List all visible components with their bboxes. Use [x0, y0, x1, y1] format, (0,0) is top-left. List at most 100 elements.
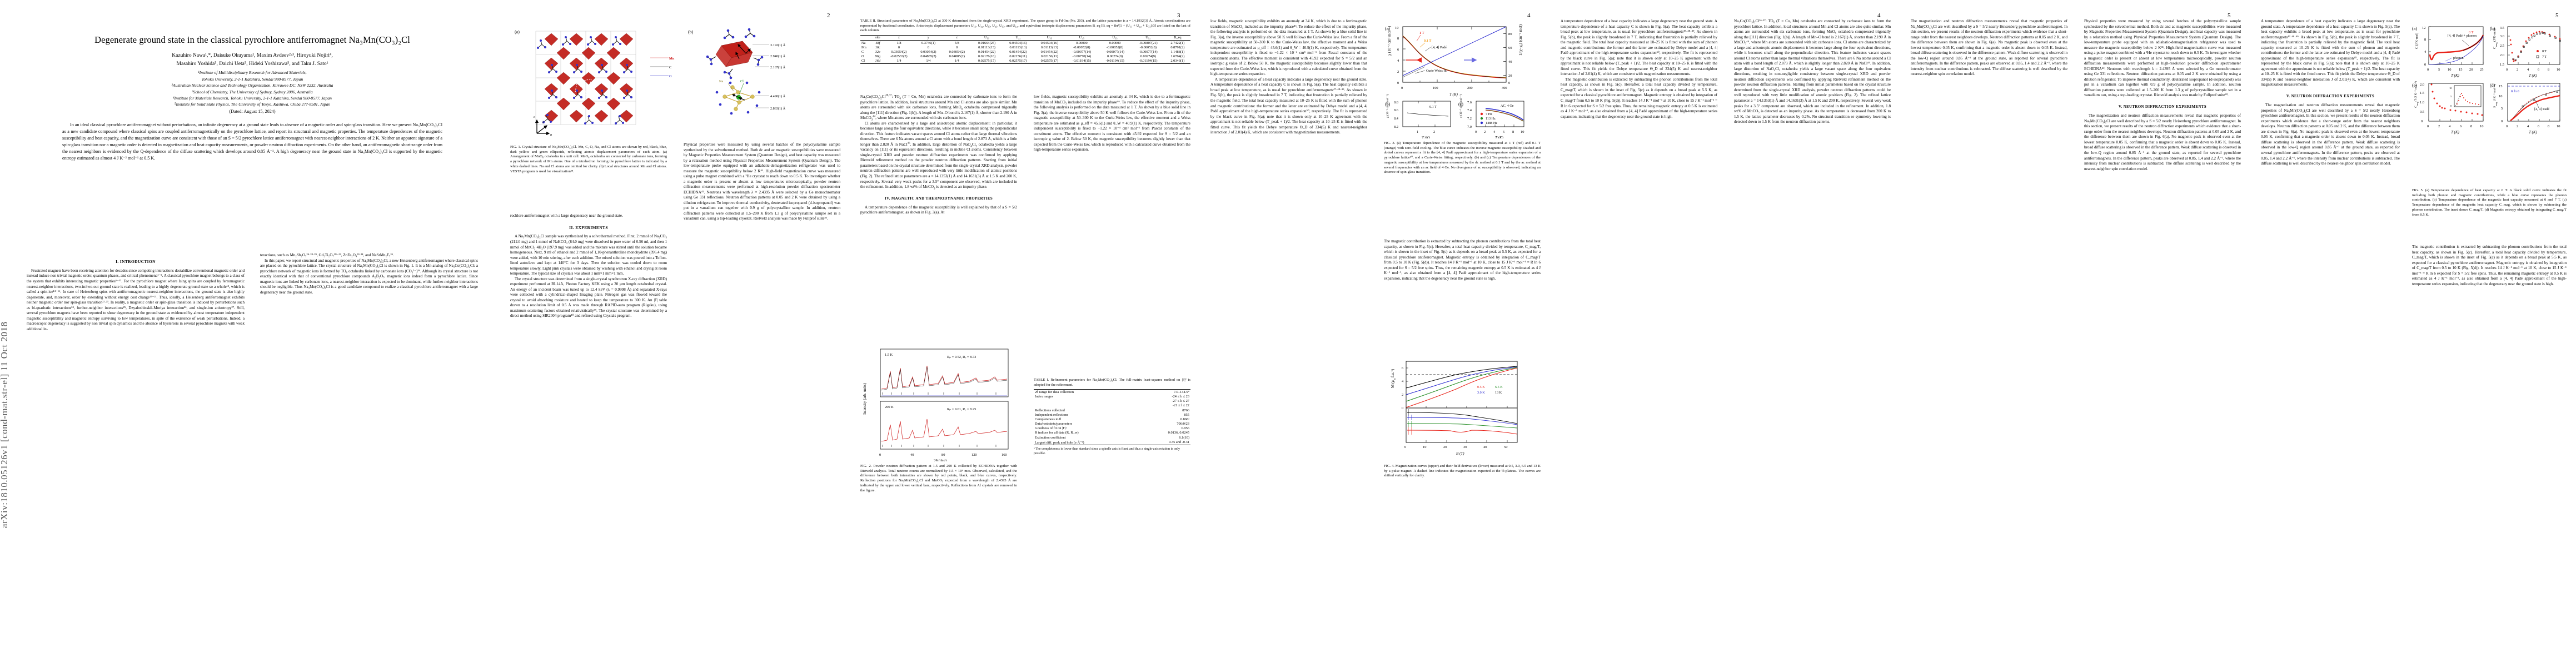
fig3-annot-1T: 1 T — [1419, 31, 1425, 35]
fig2-xlabel: 2θ (deg) — [934, 459, 947, 461]
fig3c-annot: AC, 4 Oe — [1501, 104, 1514, 108]
table-2-grid: site x y z U₁₁ U₂₂ U₃₃ U₂₃ U₁₃ U₁₂ B_eq … — [860, 35, 1190, 63]
svg-text:6: 6 — [2538, 68, 2539, 72]
table-cell: 2.0343(1) — [1170, 59, 1185, 63]
table-cell: Data/restraints/parameters — [1035, 422, 1073, 426]
svg-text:0: 0 — [2421, 120, 2423, 123]
table-cell: Reflections collected — [1035, 408, 1065, 412]
svg-text:4: 4 — [2424, 50, 2426, 54]
svg-text:7.0: 7.0 — [1467, 125, 1472, 129]
th-u12: U₁₂ — [1145, 36, 1151, 40]
figure-1: (a) — [510, 20, 840, 140]
svg-text:0: 0 — [2424, 63, 2426, 67]
fig3c-legend: 7 Hz 113 Hz 1488 Hz — [1480, 112, 1497, 125]
paragraph: The crystal structure was determined fro… — [510, 276, 667, 318]
figure-5-panel-a-label: (a) — [2412, 26, 2417, 31]
fig2-panel-2-temp: 200 K — [885, 405, 894, 409]
svg-text:0: 0 — [2427, 125, 2429, 128]
page7-column-right-body: The magnetic contribution is extracted b… — [2412, 245, 2567, 287]
affiliation-1: ¹Institute of Multidisciplinary Research… — [198, 70, 307, 76]
table-cell: Largest diff. peak and hole (e Å⁻³) — [1035, 440, 1084, 445]
fig5c-xlabel: T (K) — [2451, 130, 2460, 135]
svg-text:0.5: 0.5 — [2420, 110, 2424, 114]
table-cell: -27 ≤ k ≤ 27 — [1172, 399, 1189, 404]
table-cell: -0.00052(8) — [1106, 45, 1124, 49]
svg-text:0: 0 — [2501, 120, 2503, 123]
paragraph: In this paper, we report structural and … — [260, 258, 478, 295]
page4-column-right-body: The magnetic contribution is extracted b… — [1384, 239, 1541, 281]
figure-1-atom-labels: Mn C O — [650, 57, 675, 78]
table-cell: 0.01113(13) — [978, 45, 996, 49]
paragraph: Frustrated magnets have been receiving a… — [27, 268, 245, 331]
svg-text:2.0: 2.0 — [2420, 83, 2424, 87]
affiliation-2: ²Australian Nuclear Science and Technolo… — [171, 83, 333, 88]
table-cell: 855 — [1184, 412, 1189, 417]
fig2-ylabel: Intensity (arb. units) — [863, 382, 867, 415]
page7-column-left: A temperature dependence of a heat capac… — [2261, 19, 2400, 167]
th-u22: U₂₂ — [1015, 36, 1021, 40]
table-row: 2θ range for data collection 7.0–144.5° — [1034, 389, 1190, 395]
svg-text:8: 8 — [2424, 38, 2426, 42]
svg-text:1: 1 — [1417, 130, 1418, 134]
date-line: (Dated: August 15, 2024) — [229, 108, 276, 114]
page4-column-left: low fields, magnetic susceptibility exhi… — [1210, 19, 1367, 136]
svg-text:40: 40 — [1483, 445, 1487, 449]
mno6-octahedra — [537, 33, 634, 125]
table-cell: Mn — [861, 45, 866, 49]
figure-2-caption: FIG. 2. Powder neutron diffraction patte… — [860, 464, 1017, 492]
table-cell: 0.02575(17) — [1040, 59, 1058, 63]
figure-5-graphic: (a) 04812 0 5 10 15 20 25 T (K) C (J/K·mol) [… — [2412, 26, 2561, 135]
table-row: Data/restraints/parameters 706/0/23 — [1034, 421, 1190, 426]
svg-text:8.8: 8.8 — [1394, 101, 1398, 104]
svg-text:5: 5 — [2438, 68, 2440, 72]
figure-1-panel-b-label: (b) — [688, 29, 694, 34]
table-row: Completeness to θ 0.868ᵃ — [1034, 417, 1190, 421]
paragraph: low fields, magnetic susceptibility exhi… — [1034, 94, 1190, 152]
table-row: Largest diff. peak and hole (e Å⁻³) 0.35 … — [1034, 440, 1190, 445]
section-heading-experiments: II. EXPERIMENTS — [569, 225, 608, 230]
svg-text:b: b — [542, 121, 544, 125]
table-row: Independent reflections 855 — [1034, 412, 1190, 417]
distance-5: 2.863(1) Å — [770, 106, 786, 111]
svg-text:10: 10 — [2557, 125, 2560, 128]
table-cell: 1/4 — [926, 59, 931, 63]
fig3-y2label: 1/(χ−χ₀) (cm⁻³ mol) — [1518, 24, 1523, 56]
fig5c-ylabel: Cmag/T (J K⁻² mol⁻¹) — [2414, 81, 2419, 108]
table-cell: 0.01454(22) — [1040, 49, 1058, 54]
figure-5-panel-c-label: (c) — [2412, 83, 2417, 88]
table-row: Cl 16d 1/4 1/4 1/4 0.02575(17) 0.02575(17) 0.02… — [860, 59, 1190, 63]
paragraph: A temperature dependence of a heat capac… — [1561, 19, 1717, 77]
th-u23: U₂₃ — [1079, 36, 1084, 40]
fig5d-ylabel: Smag (J K⁻¹ mol⁻¹) — [2493, 84, 2498, 108]
table-cell: 0.04504(16) — [1040, 41, 1058, 45]
svg-text:2.0: 2.0 — [2500, 53, 2504, 57]
axis-triad: c b a — [534, 115, 552, 137]
svg-text:20: 20 — [1443, 445, 1447, 449]
svg-text:0: 0 — [879, 453, 881, 457]
fig5a-ylabel: C (J/K·mol) — [2415, 33, 2419, 49]
fig5a-xlabel: T (K) — [2451, 73, 2460, 78]
table-cell: 706/0/23 — [1177, 422, 1189, 426]
table-cell: 1/4 — [896, 59, 901, 63]
svg-text:10: 10 — [2448, 68, 2451, 72]
fig5b-ylabel: Cmag (J/K·mol) — [2493, 28, 2498, 49]
svg-text:0: 0 — [1401, 86, 1403, 90]
fig3b-xlabel: T (K) — [1422, 136, 1431, 138]
table-cell: 0.03054(2) — [891, 49, 907, 54]
table-cell: Independent reflections — [1035, 412, 1069, 417]
table-cell: 0.02156(11) — [1040, 54, 1058, 59]
table-cell: O — [861, 54, 864, 59]
section-heading-neutron-2: V. NEUTRON DIFFRACTION EXPERIMENTS — [2286, 94, 2375, 98]
fig4-legend-13K: 13 K — [1495, 391, 1502, 395]
table-cell: 0 — [956, 45, 958, 49]
paragraph: The magnetic contribution is extracted b… — [2412, 245, 2567, 286]
paragraph: The magnetization and neutron diffractio… — [1911, 19, 2067, 77]
table-cell: Extinction coefficient — [1035, 435, 1066, 440]
svg-text:6: 6 — [2538, 125, 2539, 128]
svg-text:2: 2 — [2517, 125, 2518, 128]
page-title: Degenerate ground state in the classical… — [94, 34, 410, 45]
fig3-annot-pade: [4, 4] Padé — [1432, 46, 1447, 49]
affiliation-1b: Tohoku University, 2-1-1 Katahira, Senda… — [201, 76, 303, 82]
fig5a-annot-phonon: phonon — [2453, 56, 2464, 60]
